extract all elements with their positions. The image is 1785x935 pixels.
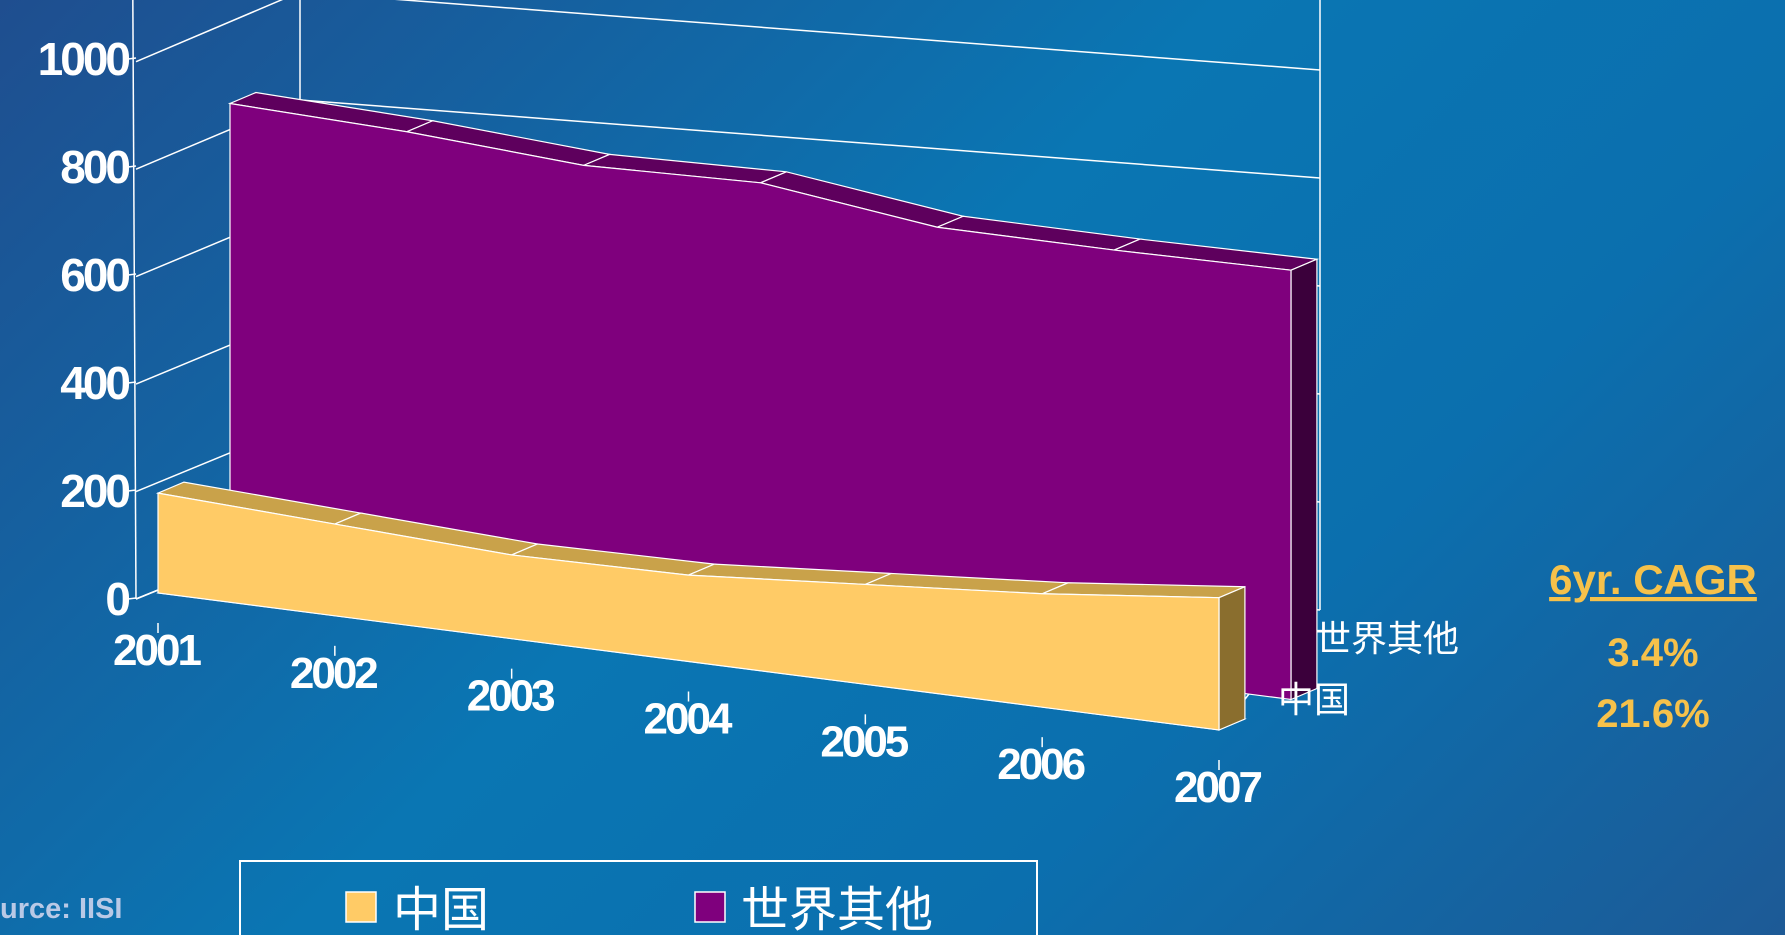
source-note: urce: IISI: [0, 893, 123, 925]
y-tick-mark: [127, 273, 137, 276]
y-tick-label: 400: [60, 357, 129, 409]
y-tick-mark: [127, 57, 137, 60]
y-tick-label: 0: [105, 573, 129, 625]
legend: 中国 世界其他: [239, 860, 1038, 935]
series-ribbon-china: [155, 481, 1247, 731]
y-axis-line: [132, 0, 137, 600]
y-tick-label: 800: [60, 141, 129, 193]
series-axis: 中国 世界其他: [1278, 619, 1459, 721]
grid-line-back: [394, 0, 1321, 71]
y-tick-mark: [127, 489, 137, 492]
x-tick-label: 2004: [644, 695, 733, 744]
series-layer: [155, 91, 1320, 731]
series-axis-label: 世界其他: [1315, 619, 1459, 660]
y-tick-label: 200: [60, 465, 129, 517]
cagr-value-china: 21.6%: [1596, 692, 1709, 736]
series-end-cap: [1218, 585, 1246, 731]
y-tick-label: 1000: [38, 33, 130, 85]
grid-line-side: [135, 0, 284, 63]
y-tick-mark: [127, 597, 137, 600]
x-tick-label: 2006: [997, 740, 1084, 789]
legend-swatch-china: [345, 891, 377, 923]
grid-line-back: [299, 99, 1321, 179]
series-front-face: [157, 492, 1220, 731]
cagr-panel: 6yr. CAGR 3.4% 21.6%: [1549, 556, 1757, 736]
x-tick-label: 2007: [1174, 763, 1261, 812]
y-tick-mark: [127, 381, 137, 384]
legend-box: [239, 860, 1038, 935]
x-tick-label: 2001: [113, 626, 201, 675]
cagr-title: 6yr. CAGR: [1549, 556, 1757, 603]
y-axis: 0200400600800100012001400: [38, 33, 137, 625]
legend-swatch-rest-of-world: [694, 891, 726, 923]
series-axis-label: 中国: [1278, 680, 1350, 721]
legend-label-china: 中国: [393, 882, 489, 935]
series-end-cap: [1290, 258, 1318, 701]
x-axis: 2001 2002 2003 2004 2005 2006 2007: [113, 623, 1264, 812]
y-tick-label: 600: [60, 249, 129, 301]
legend-label-rest-of-world: 世界其他: [741, 882, 933, 935]
y-tick-mark: [127, 165, 137, 168]
x-tick-label: 2003: [467, 672, 554, 721]
cagr-value-rest-of-world: 3.4%: [1607, 631, 1698, 675]
x-tick-label: 2005: [820, 717, 908, 766]
x-tick-label: 2002: [290, 649, 377, 698]
